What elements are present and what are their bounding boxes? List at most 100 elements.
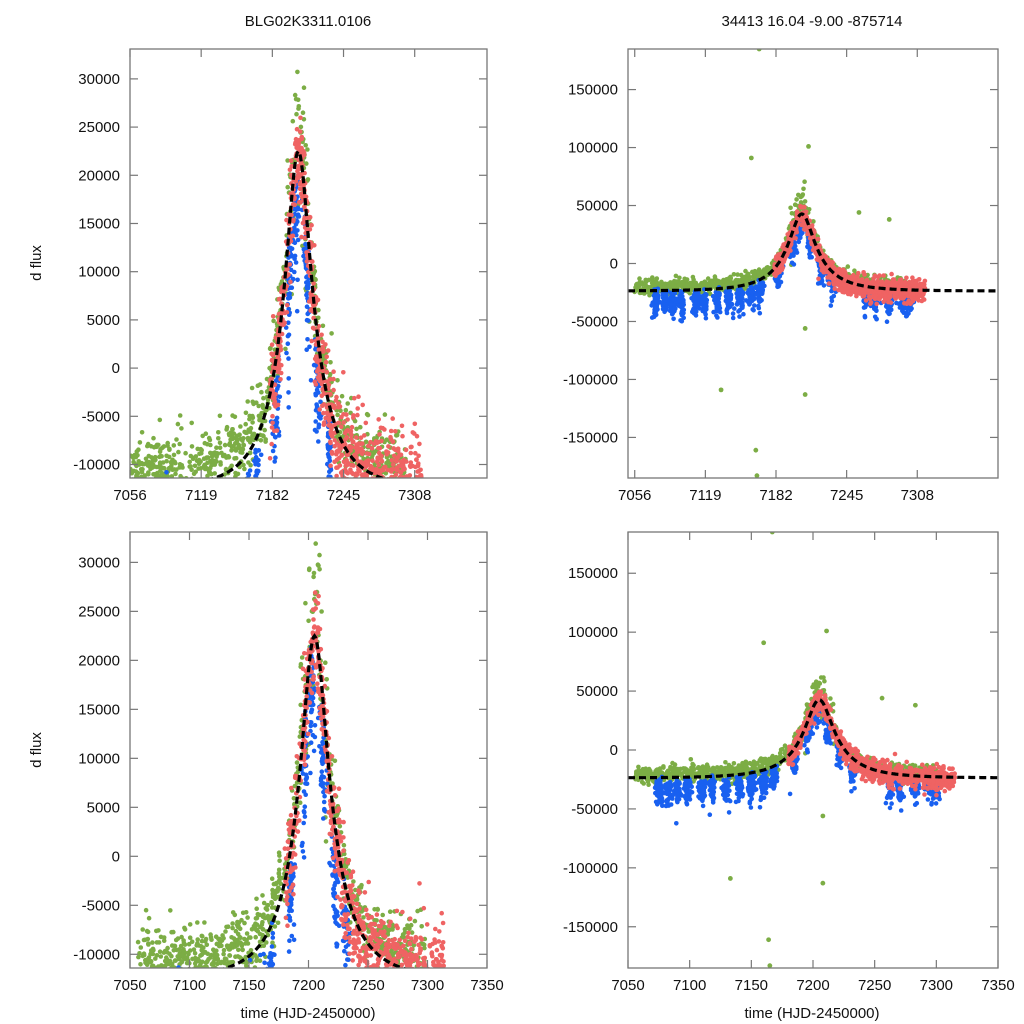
data-point: [406, 541, 411, 546]
data-point: [415, 463, 421, 469]
data-point: [371, 504, 376, 509]
data-point: [255, 548, 260, 553]
data-point: [349, 470, 355, 476]
data-point: [214, 511, 219, 516]
data-point: [198, 519, 203, 524]
data-point: [257, 382, 263, 387]
data-point: [377, 445, 383, 451]
data-point: [662, 291, 667, 297]
data-point: [364, 483, 369, 488]
data-point: [235, 556, 240, 561]
data-point: [374, 484, 379, 489]
data-point: [274, 428, 280, 433]
data-point: [331, 527, 336, 532]
data-point: [399, 598, 404, 603]
data-point: [228, 437, 233, 442]
data-point: [155, 498, 160, 503]
data-point: [314, 387, 320, 393]
data-point: [227, 432, 232, 438]
data-point: [383, 511, 388, 516]
data-point: [151, 581, 156, 586]
data-point: [349, 462, 354, 468]
data-point: [234, 484, 239, 489]
data-point: [295, 69, 300, 75]
data-point: [379, 486, 384, 491]
data-point: [214, 544, 219, 549]
data-point: [149, 564, 154, 569]
data-point: [384, 552, 389, 557]
data-point: [386, 498, 391, 503]
data-point: [381, 514, 386, 519]
data-point: [287, 167, 293, 172]
data-point: [175, 484, 180, 489]
data-point: [755, 287, 761, 292]
data-point: [286, 292, 291, 297]
data-point: [383, 492, 388, 497]
data-point: [647, 292, 652, 298]
data-point: [257, 417, 262, 423]
data-point: [382, 582, 387, 587]
data-point: [361, 536, 366, 541]
data-point: [159, 518, 164, 523]
data-point: [359, 507, 364, 512]
data-point: [360, 481, 365, 486]
data-point: [398, 518, 403, 523]
data-point: [231, 561, 236, 566]
data-point: [317, 357, 322, 363]
data-point: [384, 591, 389, 596]
data-point: [275, 386, 280, 392]
data-point: [383, 489, 388, 494]
data-point: [201, 553, 206, 558]
data-point: [392, 497, 397, 502]
data-point: [158, 527, 163, 532]
data-point: [389, 507, 394, 512]
data-point: [168, 541, 173, 546]
data-point: [369, 504, 374, 509]
data-point: [389, 480, 394, 485]
data-point: [383, 512, 388, 517]
data-point: [725, 306, 730, 312]
data-point: [361, 483, 366, 488]
data-point: [371, 485, 376, 490]
data-point: [269, 357, 275, 363]
data-point: [188, 547, 193, 552]
data-point: [154, 577, 159, 582]
data-point: [371, 497, 376, 502]
data-point: [379, 458, 384, 463]
data-point: [148, 500, 153, 505]
data-point: [176, 492, 181, 497]
data-point: [323, 360, 329, 365]
data-point: [188, 510, 193, 515]
data-point: [190, 517, 195, 522]
data-point: [198, 546, 203, 551]
data-point: [189, 527, 194, 532]
data-point: [328, 439, 333, 445]
data-point: [292, 240, 298, 246]
data-point: [397, 504, 402, 509]
data-point: [140, 462, 145, 467]
data-point: [286, 376, 292, 381]
data-point: [374, 521, 379, 526]
data-point: [171, 487, 176, 492]
data-point: [203, 478, 208, 483]
data-point: [821, 283, 827, 288]
data-point: [384, 500, 389, 505]
data-point: [404, 507, 409, 512]
data-point: [639, 281, 644, 287]
data-point: [387, 494, 392, 499]
data-point: [403, 567, 408, 572]
data-point: [405, 482, 410, 487]
data-point: [164, 493, 169, 498]
data-point: [236, 544, 241, 549]
data-point: [221, 548, 226, 553]
data-point: [210, 535, 215, 540]
data-point: [255, 521, 260, 526]
data-point: [360, 519, 365, 524]
data-point: [149, 522, 154, 527]
data-point: [394, 519, 399, 524]
data-point: [681, 315, 686, 321]
data-point: [175, 519, 180, 524]
data-point: [383, 517, 388, 522]
data-point: [164, 537, 169, 542]
data-point: [369, 446, 375, 451]
